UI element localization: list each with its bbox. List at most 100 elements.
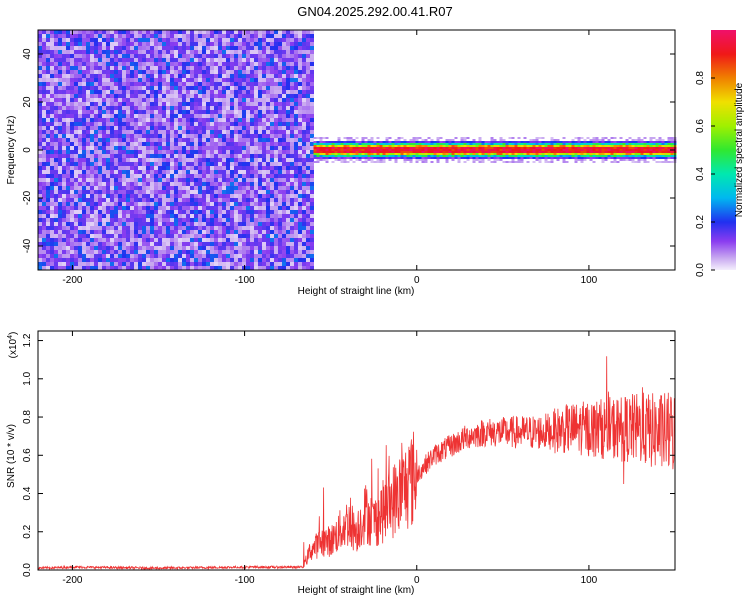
heatmap-cell	[150, 254, 154, 258]
heatmap-cell	[206, 74, 210, 78]
heatmap-cell	[391, 147, 395, 149]
heatmap-cell	[210, 234, 214, 238]
heatmap-cell	[218, 42, 222, 46]
heatmap-cell	[162, 230, 166, 234]
heatmap-cell	[340, 157, 344, 159]
heatmap-cell	[218, 190, 222, 194]
heatmap-cell	[460, 157, 464, 159]
heatmap-cell	[194, 126, 198, 130]
heatmap-cell	[74, 214, 78, 218]
heatmap-cell	[310, 154, 314, 158]
heatmap-cell	[98, 194, 102, 198]
heatmap-cell	[118, 190, 122, 194]
heatmap-cell	[306, 94, 310, 98]
heatmap-cell	[337, 149, 341, 151]
heatmap-cell	[186, 202, 190, 206]
heatmap-cell	[294, 74, 298, 78]
heatmap-cell	[274, 154, 278, 158]
heatmap-cell	[154, 158, 158, 162]
heatmap-cell	[286, 86, 290, 90]
heatmap-cell	[210, 42, 214, 46]
heatmap-cell	[298, 206, 302, 210]
heatmap-cell	[50, 254, 54, 258]
heatmap-cell	[298, 182, 302, 186]
heatmap-cell	[194, 158, 198, 162]
heatmap-cell	[194, 266, 198, 270]
heatmap-cell	[294, 242, 298, 246]
heatmap-cell	[110, 254, 114, 258]
heatmap-cell	[190, 98, 194, 102]
heatmap-cell	[499, 159, 503, 161]
heatmap-cell	[286, 182, 290, 186]
heatmap-cell	[274, 86, 278, 90]
heatmap-cell	[298, 34, 302, 38]
heatmap-cell	[222, 254, 226, 258]
heatmap-cell	[532, 147, 536, 149]
heatmap-cell	[198, 146, 202, 150]
heatmap-cell	[142, 134, 146, 138]
heatmap-cell	[270, 62, 274, 66]
heatmap-cell	[50, 114, 54, 118]
heatmap-cell	[310, 126, 314, 130]
heatmap-cell	[346, 149, 350, 151]
heatmap-cell	[250, 134, 254, 138]
heatmap-cell	[218, 118, 222, 122]
heatmap-cell	[322, 157, 326, 159]
heatmap-cell	[106, 34, 110, 38]
heatmap-cell	[226, 234, 230, 238]
heatmap-cell	[58, 178, 62, 182]
heatmap-cell	[118, 126, 122, 130]
heatmap-cell	[274, 30, 278, 34]
heatmap-cell	[218, 110, 222, 114]
heatmap-cell	[130, 190, 134, 194]
heatmap-cell	[130, 90, 134, 94]
heatmap-cell	[274, 226, 278, 230]
heatmap-cell	[46, 110, 50, 114]
heatmap-cell	[499, 137, 503, 139]
heatmap-cell	[274, 94, 278, 98]
heatmap-cell	[178, 194, 182, 198]
heatmap-cell	[186, 226, 190, 230]
heatmap-cell	[82, 174, 86, 178]
heatmap-cell	[74, 110, 78, 114]
heatmap-cell	[266, 238, 270, 242]
heatmap-cell	[490, 157, 494, 159]
heatmap-cell	[142, 118, 146, 122]
heatmap-cell	[302, 258, 306, 262]
heatmap-cell	[218, 114, 222, 118]
heatmap-cell	[182, 230, 186, 234]
heatmap-cell	[246, 178, 250, 182]
heatmap-cell	[406, 151, 410, 153]
heatmap-cell	[190, 210, 194, 214]
heatmap-cell	[385, 157, 389, 159]
heatmap-cell	[290, 82, 294, 86]
heatmap-cell	[298, 222, 302, 226]
heatmap-cell	[78, 198, 82, 202]
heatmap-cell	[313, 143, 317, 145]
heatmap-cell	[82, 34, 86, 38]
heatmap-cell	[202, 46, 206, 50]
heatmap-cell	[178, 38, 182, 42]
heatmap-cell	[126, 230, 130, 234]
heatmap-cell	[178, 166, 182, 170]
heatmap-cell	[66, 242, 70, 246]
heatmap-cell	[412, 147, 416, 149]
heatmap-cell	[254, 182, 258, 186]
heatmap-cell	[194, 202, 198, 206]
heatmap-cell	[529, 145, 533, 147]
heatmap-cell	[142, 42, 146, 46]
heatmap-cell	[118, 186, 122, 190]
heatmap-cell	[190, 182, 194, 186]
heatmap-cell	[310, 94, 314, 98]
heatmap-cell	[337, 147, 341, 149]
heatmap-cell	[62, 30, 66, 34]
heatmap-cell	[122, 254, 126, 258]
heatmap-cell	[376, 141, 380, 143]
heatmap-cell	[130, 122, 134, 126]
heatmap-cell	[266, 254, 270, 258]
heatmap-cell	[118, 158, 122, 162]
heatmap-cell	[70, 42, 74, 46]
heatmap-cell	[146, 258, 150, 262]
heatmap-cell	[278, 174, 282, 178]
heatmap-cell	[122, 106, 126, 110]
